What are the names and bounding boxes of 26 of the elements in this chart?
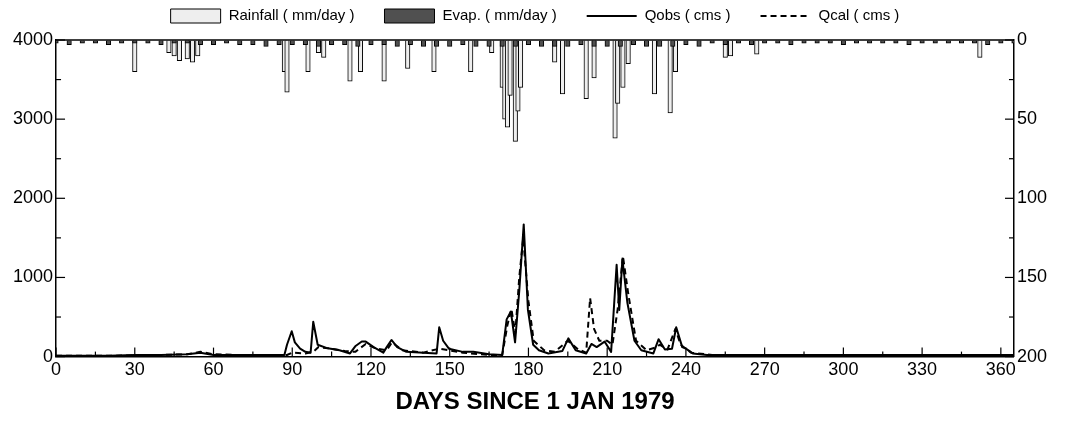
x-tick-label: 90 [282, 359, 303, 380]
x-tick-label: 30 [124, 359, 145, 380]
x-tick-label: 300 [828, 359, 859, 380]
x-tick-label: 180 [513, 359, 544, 380]
x-tick-label: 240 [670, 359, 701, 380]
y2-tick-label: 100 [1016, 187, 1048, 208]
y2-tick-label: 50 [1016, 108, 1037, 129]
x-tick-label: 60 [203, 359, 224, 380]
legend-label: Rainfall ( mm/day ) [228, 6, 355, 24]
x-axis-title: DAYS SINCE 1 JAN 1979 [395, 387, 675, 415]
x-tick-label: 270 [749, 359, 780, 380]
legend-label: Evap. ( mm/day ) [442, 6, 557, 24]
y2-tick-label: 200 [1016, 345, 1048, 366]
y-tick-label: 3000 [13, 108, 54, 129]
y2-tick-label: 150 [1016, 266, 1048, 287]
y-tick-label: 2000 [13, 187, 54, 208]
legend-label: Qcal ( cms ) [818, 6, 900, 24]
y2-tick-label: 0 [1016, 28, 1027, 49]
x-tick-label: 330 [907, 359, 938, 380]
x-tick-label: 210 [592, 359, 623, 380]
x-tick-label: 150 [434, 359, 465, 380]
legend-label: Qobs ( cms ) [644, 6, 731, 24]
y-tick-label: 1000 [13, 266, 54, 287]
x-tick-label: 360 [985, 359, 1016, 380]
x-tick-label: 120 [355, 359, 386, 380]
y-tick-label: 4000 [13, 28, 54, 49]
